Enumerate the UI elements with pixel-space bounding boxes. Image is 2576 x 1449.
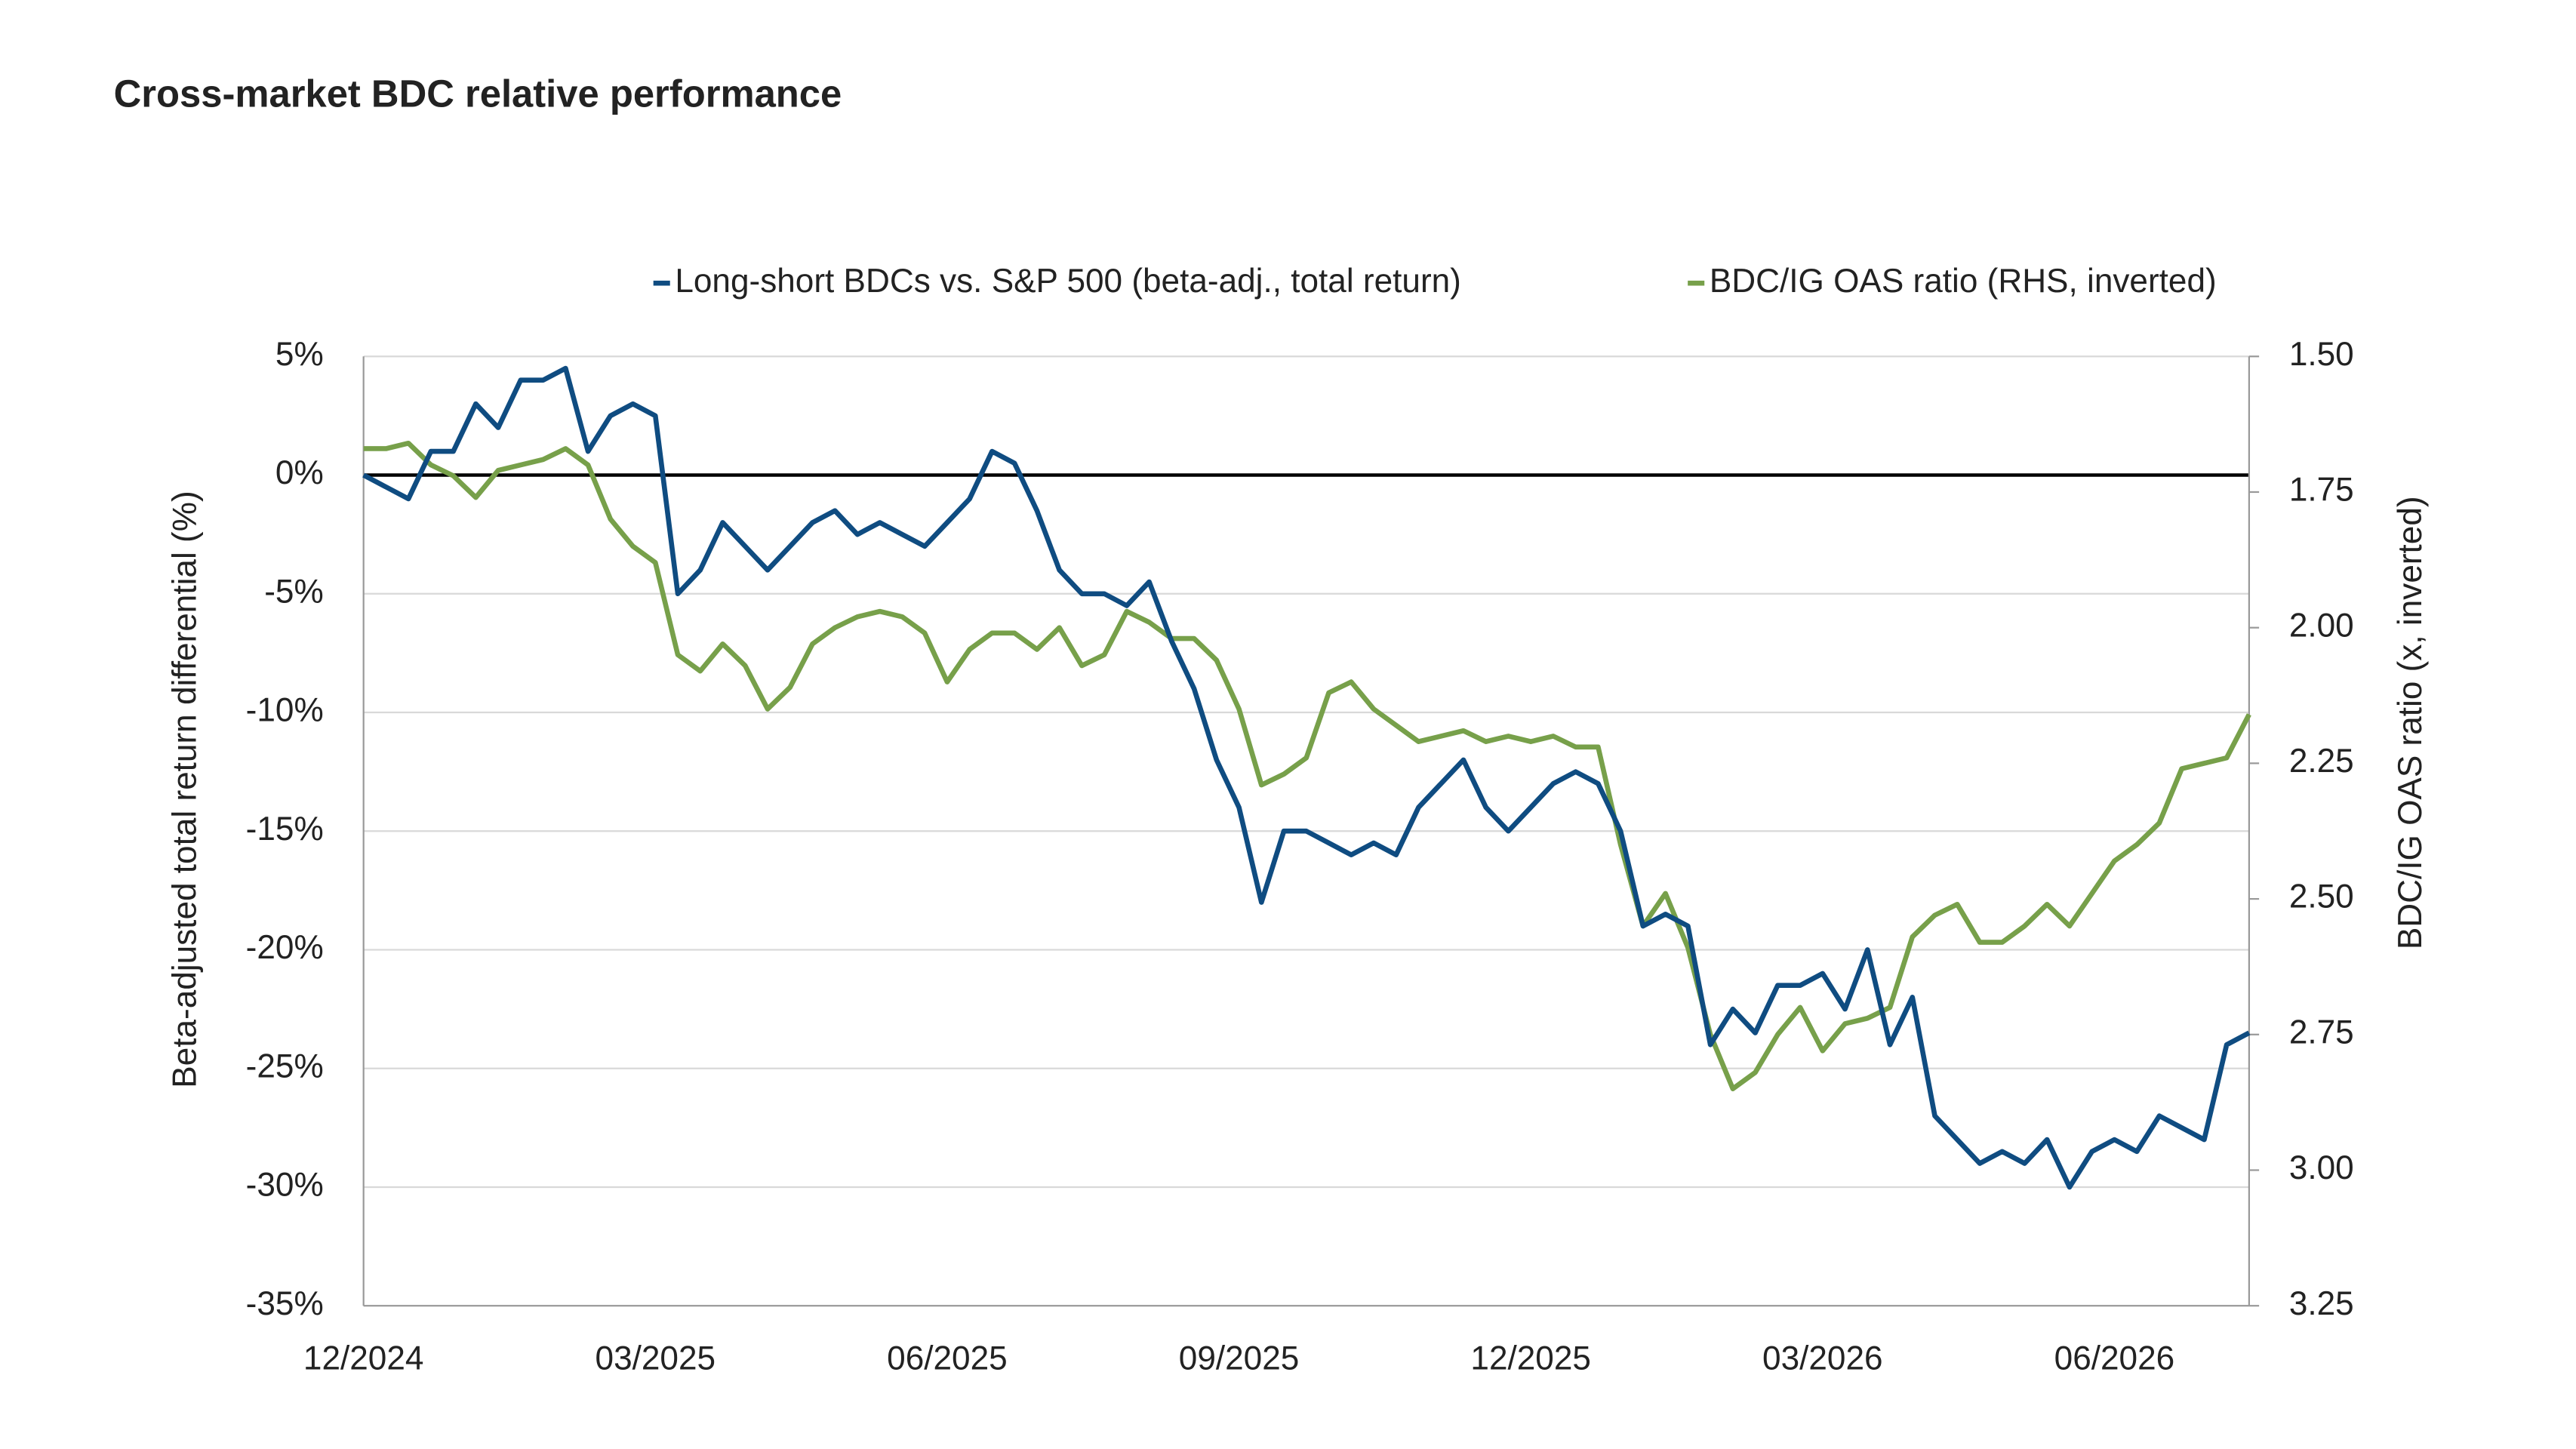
y-tick-label: -30% [246,1167,324,1204]
y2-tick-label: 2.50 [2289,878,2354,915]
y2-tick-label: 3.25 [2289,1285,2354,1322]
legend-label: BDC/IG OAS ratio (RHS, inverted) [1710,263,2217,300]
y-tick-label: -10% [246,692,324,729]
y2-tick-label: 1.75 [2289,472,2354,509]
y-tick-label: -15% [246,811,324,848]
x-tick-label: 12/2025 [1470,1340,1591,1377]
legend-label: Long-short BDCs vs. S&P 500 (beta-adj., … [675,263,1461,300]
y2-tick-label: 2.75 [2289,1014,2354,1051]
y-tick-label: 5% [275,336,324,373]
series-line [362,365,2251,1190]
x-tick-label: 12/2024 [303,1340,424,1377]
y-tick-label: 0% [275,454,324,491]
series-line [363,440,2251,1091]
x-tick-label: 09/2025 [1179,1340,1300,1377]
y2-tick-label: 3.00 [2289,1149,2354,1186]
chart-title: Cross-market BDC relative performance [114,72,842,115]
y2-tick-label: 1.50 [2289,336,2354,373]
x-tick-label: 03/2025 [596,1340,716,1377]
y2-tick-label: 2.25 [2289,743,2354,780]
y2-tick-label: 2.00 [2289,607,2354,644]
x-tick-label: 06/2025 [887,1340,1008,1377]
x-tick-label: 06/2026 [2054,1340,2175,1377]
y2-axis-title: BDC/IG OAS ratio (x, inverted) [2392,496,2429,949]
y-axis-title: Beta-adjusted total return differential … [166,491,203,1088]
y-tick-label: -5% [264,573,323,610]
x-tick-label: 03/2026 [1762,1340,1883,1377]
y-tick-label: -20% [246,929,324,966]
y-tick-label: -35% [246,1285,324,1322]
y-tick-label: -25% [246,1048,324,1084]
